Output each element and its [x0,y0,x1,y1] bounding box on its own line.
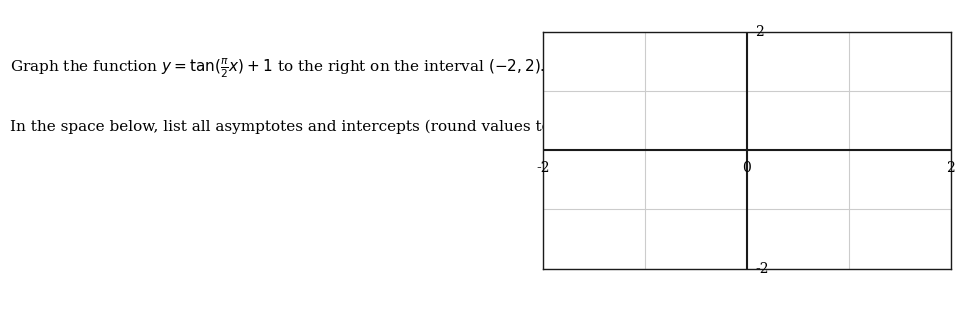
Text: 0: 0 [741,161,751,175]
Text: 2: 2 [945,161,954,175]
Text: Graph the function $y = \tan(\frac{\pi}{2}x) + 1$ to the right on the interval $: Graph the function $y = \tan(\frac{\pi}{… [10,57,545,80]
Text: In the space below, list all asymptotes and intercepts (round values to 2 decima: In the space below, list all asymptotes … [10,120,870,135]
Text: 2: 2 [754,25,763,39]
Text: -2: -2 [754,262,767,276]
Text: -2: -2 [536,161,549,175]
